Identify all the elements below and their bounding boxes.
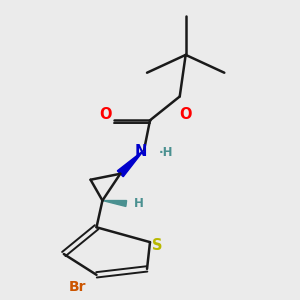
Text: H: H (134, 197, 143, 210)
Text: O: O (179, 107, 192, 122)
Text: N: N (135, 144, 147, 159)
Polygon shape (102, 200, 127, 206)
Text: Br: Br (68, 280, 86, 294)
Text: ·H: ·H (159, 146, 173, 160)
Text: S: S (152, 238, 163, 253)
Text: O: O (99, 107, 112, 122)
Polygon shape (117, 150, 144, 177)
